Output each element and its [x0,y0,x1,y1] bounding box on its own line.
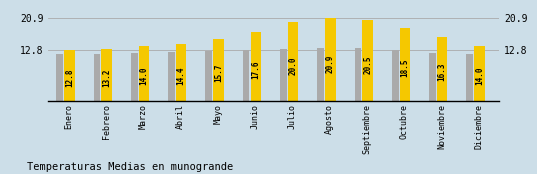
Text: 12.8: 12.8 [65,69,74,88]
Text: 14.4: 14.4 [177,66,186,85]
Bar [64,50,75,101]
Bar [93,54,100,101]
Text: 20.0: 20.0 [288,56,297,75]
Bar [131,53,137,101]
Text: 17.6: 17.6 [251,60,260,79]
Bar [400,28,410,101]
Bar [168,52,175,101]
Bar [206,51,212,101]
Bar [288,22,298,101]
Text: 14.0: 14.0 [475,67,484,85]
Bar [392,50,398,101]
Bar [317,48,324,101]
Bar [176,44,186,101]
Bar [280,49,287,101]
Text: 18.5: 18.5 [401,59,409,77]
Bar [139,46,149,101]
Bar [101,49,112,101]
Bar [56,54,63,101]
Bar [429,53,436,101]
Bar [362,20,373,101]
Text: 20.9: 20.9 [326,55,335,73]
Text: 14.0: 14.0 [140,67,148,85]
Text: 13.2: 13.2 [102,68,111,87]
Bar [474,46,485,101]
Bar [213,39,224,101]
Bar [251,31,261,101]
Bar [354,49,361,101]
Bar [243,50,250,101]
Bar [325,18,336,101]
Text: 16.3: 16.3 [438,63,447,81]
Text: 20.5: 20.5 [363,55,372,74]
Bar [437,37,447,101]
Text: 15.7: 15.7 [214,64,223,82]
Text: Temperaturas Medias en munogrande: Temperaturas Medias en munogrande [27,162,233,172]
Bar [467,54,473,101]
